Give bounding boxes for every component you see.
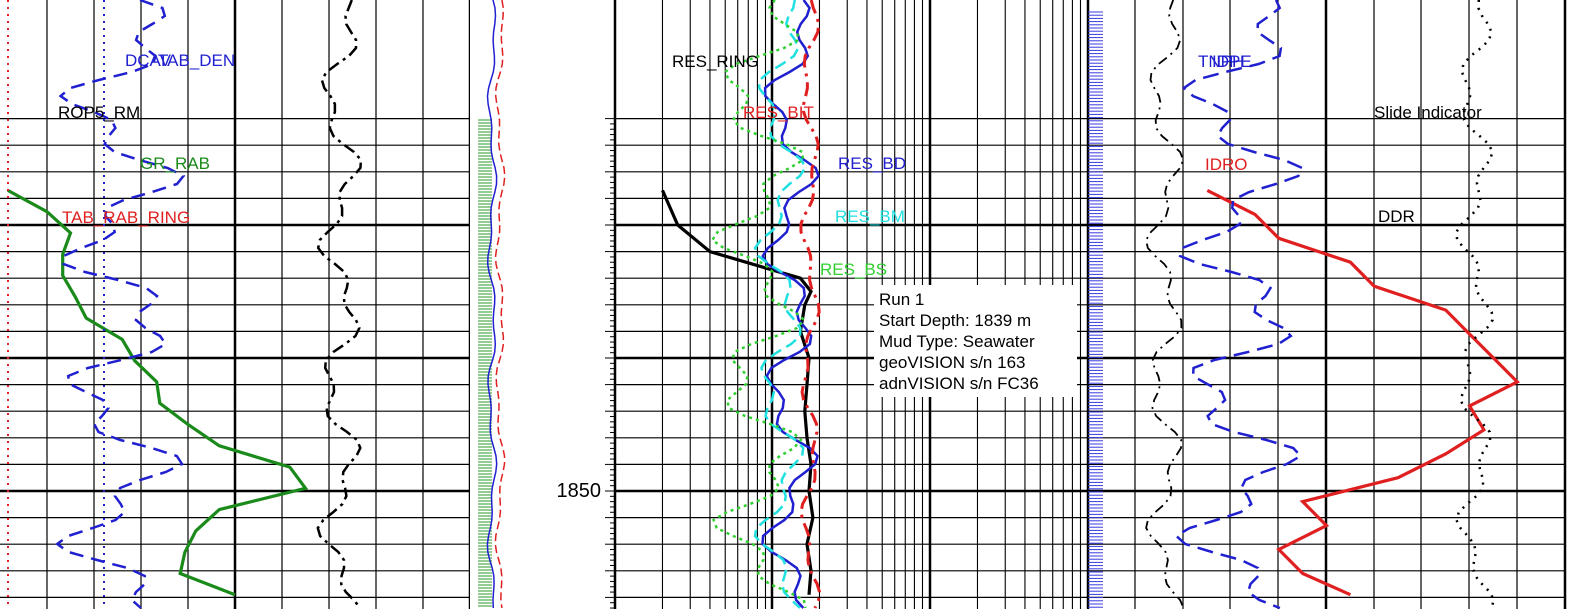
curve-idro — [1206, 188, 1520, 597]
curve-label-gr-rab: GR_RAB — [140, 154, 210, 173]
run-info-line: Mud Type: Seawater — [879, 332, 1035, 351]
curve-res-bs — [710, 0, 807, 609]
curve-label-slide-indicator: Slide Indicator — [1374, 103, 1482, 122]
run-info-line: geoVISION s/n 163 — [879, 353, 1025, 372]
curve-res-bit — [799, 0, 822, 609]
curve-label-idro: IDRO — [1205, 155, 1248, 174]
curve-strip-blue — [486, 0, 498, 609]
curve-rop5-rm — [316, 0, 363, 609]
curve-label-rop5-rm: ROP5_RM — [58, 103, 140, 122]
curve-label-res-bm: RES_BM — [835, 207, 905, 226]
curve-res-bm — [753, 0, 807, 609]
curve-label-dcav: DCAV — [125, 51, 172, 70]
curve-strip-red — [494, 0, 506, 609]
curves-layer — [7, 0, 1520, 609]
curve-label-tab-rab-ring: TAB_RAB_RING — [62, 208, 190, 227]
curve-res-ring — [661, 189, 815, 595]
curve-tab-den — [55, 0, 186, 609]
run-info-box: Run 1 Start Depth: 1839 m Mud Type: Seaw… — [874, 285, 1077, 397]
curve-label-res-bd: RES_BD — [838, 154, 906, 173]
curve-label-res-ring: RES_RING — [672, 52, 759, 71]
curve-gr-rab — [7, 188, 309, 597]
run-info-line: adnVISION s/n FC36 — [879, 374, 1039, 393]
run-info-line: Start Depth: 1839 m — [879, 311, 1031, 330]
curve-label-res-bit: RES_BIT — [743, 103, 814, 122]
curve-label-tab-den: TAB_DEN — [158, 51, 235, 70]
run-info-line: Run 1 — [879, 290, 924, 309]
curve-label-ddr: DDR — [1378, 207, 1415, 226]
curve-label-res-bs: RES_BS — [820, 260, 887, 279]
curve-tnph — [1145, 0, 1185, 609]
depth-tick-label: 1850 — [557, 480, 602, 502]
depth-axis: 1850 — [557, 480, 602, 502]
curve-ddr — [1455, 0, 1496, 609]
curve-label-idpe: IDPE — [1212, 52, 1252, 71]
curve-label-tnph: TNPH — [1198, 52, 1244, 71]
curve-idpe — [1174, 0, 1305, 609]
image-strip-background — [470, 0, 480, 609]
curve-labels-layer: DCAV TAB_DEN ROP5_RM GR_RAB TAB_RAB_RING… — [58, 51, 1482, 279]
